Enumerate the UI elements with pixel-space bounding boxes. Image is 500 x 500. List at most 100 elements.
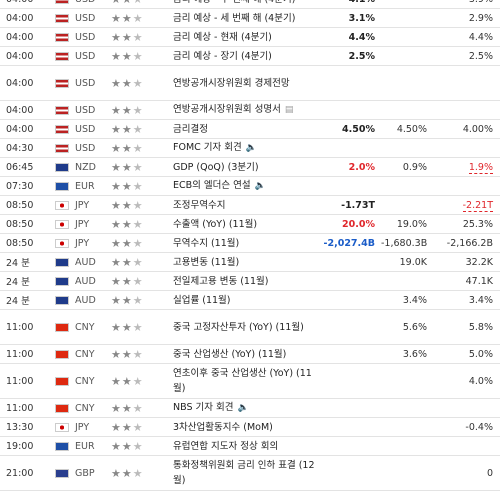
importance: ★★★ [108, 12, 170, 25]
forecast: 3.6% [402, 348, 427, 360]
flag [52, 238, 72, 248]
event-row: 19:00 EUR ★★★ 유럽연합 지도자 정상 회의 [0, 437, 500, 456]
flag [52, 349, 72, 359]
star: ★ [132, 103, 144, 117]
event-text: 3차산업활동지수 (MoM) [173, 421, 273, 433]
currency: JPY [75, 237, 90, 249]
event-name: 연방공개시장위원회 성명서 ▤ [170, 102, 318, 118]
event-row: 04:00 USD ★★★ 금리 예상 - 세 번째 해 (4분기) 3.1% 2.9% [0, 9, 500, 28]
importance: ★★★ [108, 402, 170, 415]
flag-icon [55, 403, 69, 413]
importance: ★★★ [108, 50, 170, 63]
forecast: 4.50% [396, 123, 427, 135]
flag [52, 257, 72, 267]
event-name: 3차산업활동지수 (MoM) [170, 420, 318, 435]
flag [52, 181, 72, 191]
previous-value: 0 [486, 467, 493, 479]
currency: USD [75, 50, 96, 62]
flag [52, 376, 72, 386]
star: ★ [132, 179, 144, 193]
star: ★ [132, 293, 144, 307]
previous-value: 2.5% [468, 50, 493, 62]
importance: ★★★ [108, 142, 170, 155]
star: ★ [111, 103, 122, 117]
star: ★ [132, 466, 144, 480]
event-row: 11:00 CNY ★★★ 중국 고정자산투자 (YoY) (11월) 5.6% 5.8% [0, 310, 500, 345]
event-row: 11:00 CNY ★★★ NBS 기자 회견 🔈 [0, 399, 500, 418]
importance: ★★★ [108, 123, 170, 136]
star: ★ [121, 236, 133, 250]
event-name: 금리 예상 - 두 번째 해 (4분기) [170, 0, 318, 7]
doc-icon: ▤ [284, 105, 294, 115]
flag-icon [55, 200, 69, 210]
previous-value: 3.9% [469, 0, 493, 5]
previous: 4.4% [430, 32, 496, 43]
flag [52, 143, 72, 153]
event-text: 연방공개시장위원회 경제전망 [173, 77, 290, 89]
star: ★ [121, 76, 133, 90]
time: 04:00 [6, 123, 34, 135]
previous-value: -2,166.2B [446, 237, 493, 249]
flag [52, 13, 72, 23]
flag [52, 441, 72, 451]
previous-value: 4.4% [468, 31, 493, 43]
actual: 4.4% [348, 31, 375, 43]
previous: 47.1K [430, 276, 496, 287]
star: ★ [111, 420, 122, 434]
star: ★ [132, 160, 144, 174]
time: 04:00 [6, 77, 34, 89]
forecast: -1,680.3B [381, 237, 428, 249]
event-name: GDP (QoQ) (3분기) [170, 160, 318, 175]
star: ★ [132, 141, 144, 155]
event-name: 통화정책위원회 금리 인하 표결 (12월) [170, 458, 318, 488]
event-text: 금리결정 [173, 123, 208, 135]
star: ★ [111, 30, 122, 44]
flag [52, 51, 72, 61]
time: 08:50 [6, 218, 34, 230]
currency: GBP [75, 467, 95, 479]
event-text: 중국 고정자산투자 (YoY) (11월) [173, 321, 304, 333]
previous: -2,166.2B [430, 238, 496, 249]
event-text: 연초이후 중국 산업생산 (YoY) (11월) [173, 368, 312, 394]
actual: 2.0% [348, 161, 375, 173]
actual: 4.1% [318, 0, 378, 5]
forecast: 19.0% [396, 218, 427, 230]
flag [52, 0, 72, 4]
star: ★ [132, 347, 144, 361]
importance: ★★★ [108, 294, 170, 307]
previous: 32.2K [430, 257, 496, 268]
event-name: FOMC 기자 회견 🔈 [170, 140, 318, 156]
flag [52, 219, 72, 229]
time: 21:00 [6, 467, 34, 479]
time: 04:00 [0, 0, 52, 5]
star: ★ [111, 466, 122, 480]
star: ★ [121, 439, 133, 453]
star: ★ [111, 49, 122, 63]
previous: 3.9% [430, 0, 496, 5]
previous-value: 5.8% [468, 321, 493, 333]
currency: USD [75, 123, 96, 135]
actual: -2,027.4B [323, 237, 375, 249]
currency: EUR [75, 180, 95, 192]
previous: 5.0% [430, 349, 496, 360]
flag [52, 276, 72, 286]
star: ★ [121, 49, 133, 63]
event-row: 11:00 CNY ★★★ 중국 산업생산 (YoY) (11월) 3.6% 5.0% [0, 345, 500, 364]
event-row: 07:30 EUR ★★★ ECB의 엘더슨 연설 🔈 [0, 177, 500, 196]
importance: ★★★ [108, 421, 170, 434]
flag-icon [55, 181, 69, 191]
time: 24 분 [6, 277, 30, 288]
star: ★ [111, 11, 122, 25]
event-row: 06:45 NZD ★★★ GDP (QoQ) (3분기) 2.0% 0.9% 1.9% [0, 158, 500, 177]
flag-icon [55, 322, 69, 332]
flag [52, 162, 72, 172]
event-text: 금리 예상 - 세 번째 해 (4분기) [173, 12, 296, 24]
currency: JPY [75, 199, 90, 211]
importance: ★★★ [108, 199, 170, 212]
star: ★ [132, 76, 144, 90]
flag-icon [55, 219, 69, 229]
event-row: 04:00 USD ★★★ 금리 예상 - 장기 (4분기) 2.5% 2.5% [0, 47, 500, 66]
flag-icon [55, 78, 69, 88]
event-row: 11:00 CNY ★★★ 연초이후 중국 산업생산 (YoY) (11월) 4.0% [0, 364, 500, 399]
star: ★ [121, 274, 133, 288]
